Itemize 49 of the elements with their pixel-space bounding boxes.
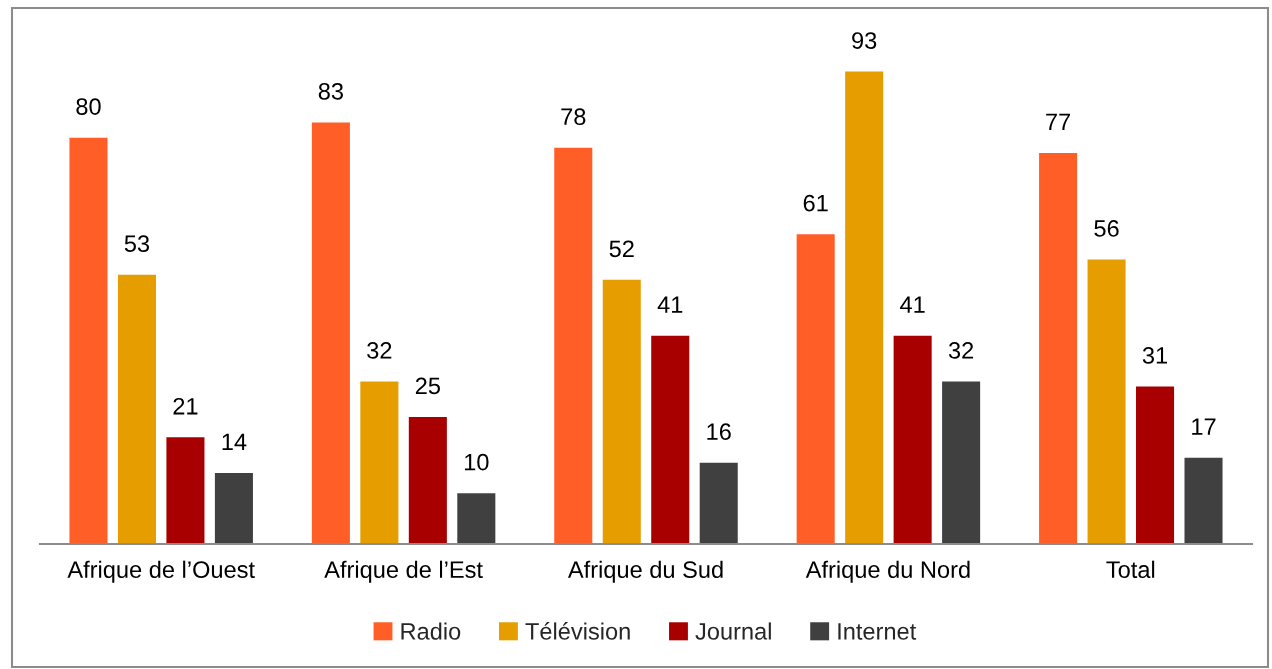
data-label: 41: [657, 296, 683, 313]
bar: [1087, 259, 1126, 544]
bar: [457, 493, 496, 544]
bar: [942, 381, 981, 544]
data-label: 56: [1094, 220, 1119, 237]
bar: [1039, 152, 1078, 544]
data-label: 83: [318, 82, 343, 100]
bar: [893, 335, 932, 544]
data-label: 14: [222, 433, 247, 450]
bar: [602, 279, 641, 544]
data-label: 25: [415, 377, 440, 395]
data-label: 61: [803, 194, 828, 212]
data-label: 41: [900, 296, 925, 313]
data-label: 32: [367, 342, 392, 359]
x-tick-label: Total: [1106, 560, 1155, 579]
x-tick-label: Afrique de l’Est: [324, 560, 483, 583]
bar: [699, 462, 738, 544]
x-tick-label: Afrique de l’Ouest: [67, 560, 255, 583]
bar: [796, 234, 835, 544]
data-label: 17: [1192, 418, 1216, 435]
bar: [69, 137, 108, 544]
bar: [1184, 457, 1223, 544]
data-label: 53: [124, 235, 150, 253]
data-label: 16: [707, 423, 731, 441]
data-label: 80: [76, 98, 101, 115]
bar: [1136, 386, 1175, 544]
legend-label: Télévision: [525, 622, 630, 640]
bar: [845, 71, 884, 544]
data-label: 32: [948, 342, 974, 359]
bar: [214, 472, 253, 544]
data-label: 31: [1142, 347, 1168, 364]
legend-label: Journal: [695, 622, 771, 640]
bar: [408, 417, 447, 544]
bar: [554, 147, 593, 544]
x-tick-label: Afrique du Sud: [567, 560, 723, 583]
bar: [117, 274, 156, 544]
x-tick-label: Afrique du Nord: [805, 560, 970, 583]
data-label: 77: [1046, 113, 1071, 130]
data-label: 78: [561, 108, 586, 126]
bar: [166, 437, 205, 544]
data-label: 93: [852, 32, 877, 49]
bar: [311, 122, 350, 544]
legend-label: Internet: [838, 623, 917, 640]
bar: [651, 335, 690, 544]
bar: [360, 381, 399, 544]
data-label: 21: [173, 397, 198, 415]
data-label: 10: [464, 453, 489, 471]
data-label: 52: [609, 240, 634, 258]
legend-label: Radio: [401, 622, 461, 640]
